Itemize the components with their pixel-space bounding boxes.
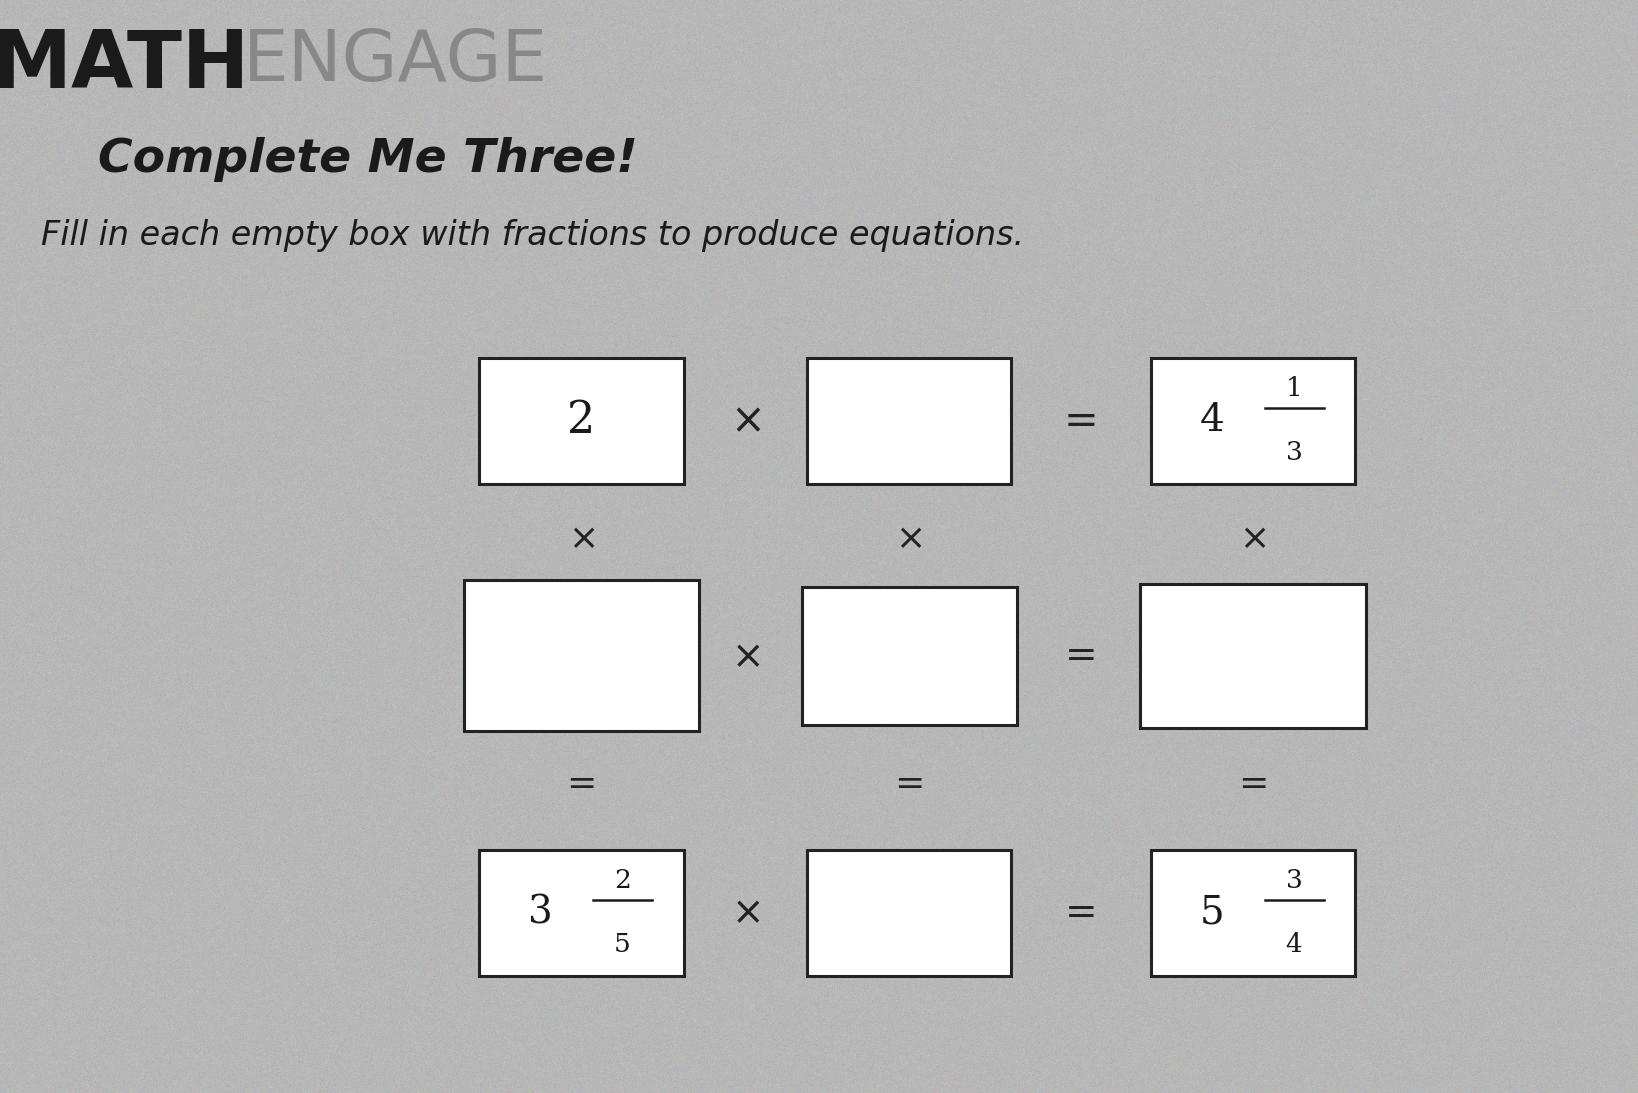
Text: Fill in each empty box with fractions to produce equations.: Fill in each empty box with fractions to… bbox=[41, 219, 1024, 251]
Bar bbox=[806, 359, 1012, 484]
Text: $\times$: $\times$ bbox=[729, 400, 762, 442]
Text: 4: 4 bbox=[1199, 402, 1225, 439]
Text: =: = bbox=[1065, 637, 1097, 674]
Bar bbox=[1140, 584, 1366, 728]
Text: =: = bbox=[1063, 400, 1099, 442]
Text: MATH: MATH bbox=[0, 27, 251, 105]
Text: $\times$: $\times$ bbox=[896, 521, 922, 555]
Text: Complete Me Three!: Complete Me Three! bbox=[98, 137, 639, 181]
Text: 3: 3 bbox=[1286, 868, 1302, 893]
Text: 5: 5 bbox=[614, 932, 631, 957]
Text: 5: 5 bbox=[1199, 894, 1225, 931]
Text: =: = bbox=[1238, 767, 1268, 801]
Bar bbox=[478, 850, 685, 975]
Text: 4: 4 bbox=[1286, 932, 1302, 957]
Text: =: = bbox=[894, 767, 924, 801]
Text: ENGAGE: ENGAGE bbox=[242, 27, 547, 96]
Bar bbox=[464, 580, 699, 731]
Text: $\times$: $\times$ bbox=[568, 521, 595, 555]
Text: =: = bbox=[1065, 894, 1097, 931]
Text: 2: 2 bbox=[614, 868, 631, 893]
Text: 3: 3 bbox=[1286, 440, 1302, 466]
Text: =: = bbox=[567, 767, 596, 801]
Bar bbox=[1150, 850, 1356, 975]
Bar bbox=[801, 587, 1017, 725]
Text: $\times$: $\times$ bbox=[1240, 521, 1266, 555]
Text: $\times$: $\times$ bbox=[731, 894, 760, 931]
Bar bbox=[1150, 359, 1356, 484]
Text: $\times$: $\times$ bbox=[731, 637, 760, 674]
Text: 1: 1 bbox=[1286, 376, 1302, 401]
Text: 3: 3 bbox=[527, 894, 554, 931]
Text: 2: 2 bbox=[567, 399, 596, 443]
Bar bbox=[806, 850, 1012, 975]
Bar bbox=[478, 359, 685, 484]
